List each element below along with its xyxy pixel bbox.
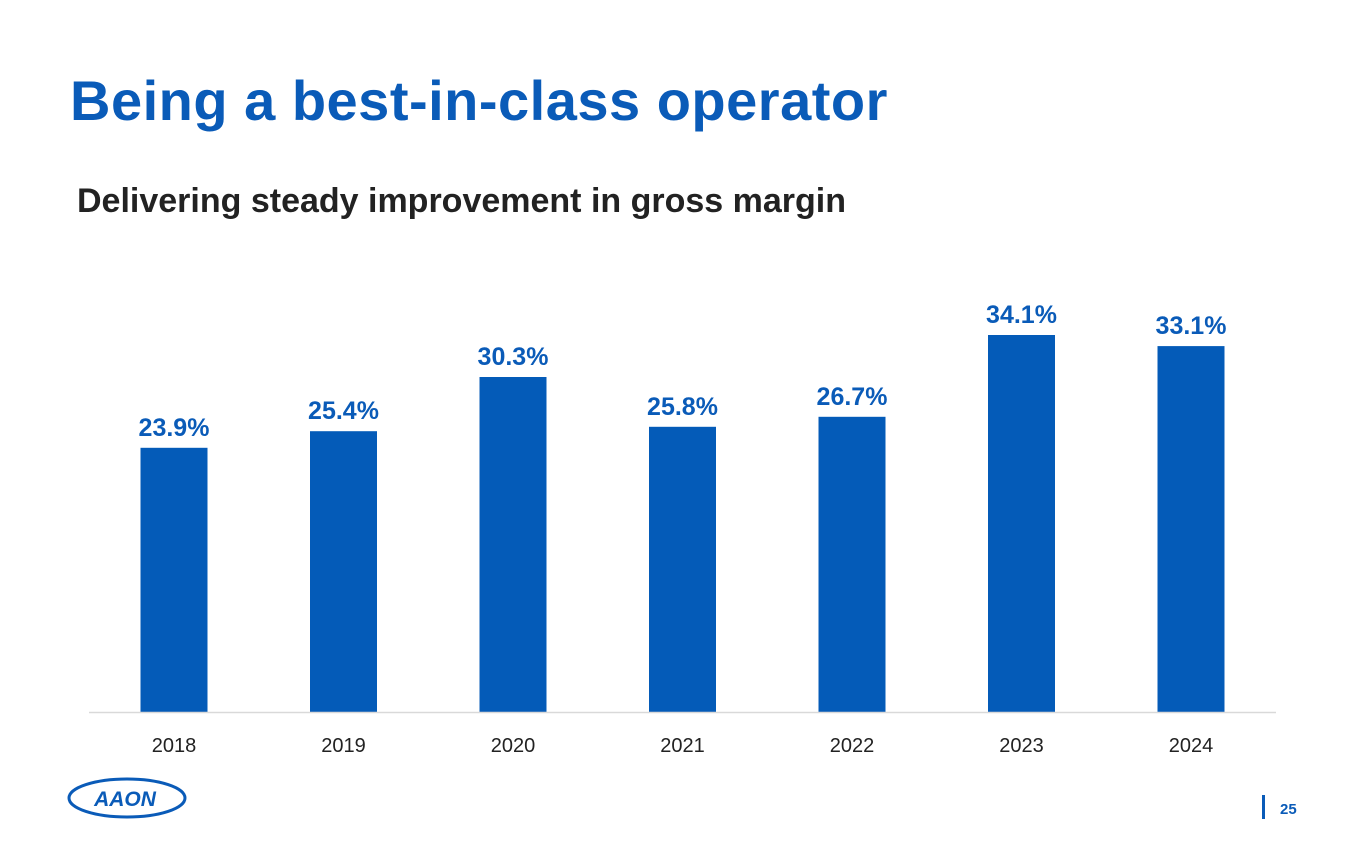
x-tick-label-2018: 2018 [152,735,197,757]
data-label-2019: 25.4% [308,397,379,425]
x-tick-labels-layer: 2018 2019 2020 2021 2022 2023 2024 [152,735,1214,757]
x-tick-label-2020: 2020 [491,735,536,757]
x-tick-label-2022: 2022 [830,735,875,757]
x-tick-label-2024: 2024 [1169,735,1214,757]
page-number-divider [1262,795,1265,819]
bars-layer [140,335,1225,712]
x-tick-label-2019: 2019 [321,735,366,757]
data-labels-layer: 23.9% 25.4% 30.3% 25.8% 26.7% 34.1% 33.1% [139,301,1227,442]
page-number: 25 [1280,801,1297,818]
logo-text: AAON [93,788,157,811]
bar-2024 [1157,346,1225,712]
data-label-2018: 23.9% [139,414,210,442]
bar-2018 [140,447,208,712]
data-label-2024: 33.1% [1156,312,1227,340]
data-label-2021: 25.8% [647,393,718,421]
bar-2021 [649,426,716,712]
chart-subtitle: Delivering steady improvement in gross m… [77,182,847,220]
bar-2020 [479,377,547,712]
bar-2019 [310,431,377,712]
data-label-2020: 30.3% [478,343,549,371]
bar-2022 [818,416,886,712]
data-label-2022: 26.7% [817,383,888,411]
bar-2023 [988,335,1055,712]
x-tick-label-2021: 2021 [660,735,705,757]
data-label-2023: 34.1% [986,301,1057,329]
x-tick-label-2023: 2023 [999,735,1044,757]
aaon-logo: AAON [66,775,190,826]
page-title: Being a best-in-class operator [70,69,888,132]
